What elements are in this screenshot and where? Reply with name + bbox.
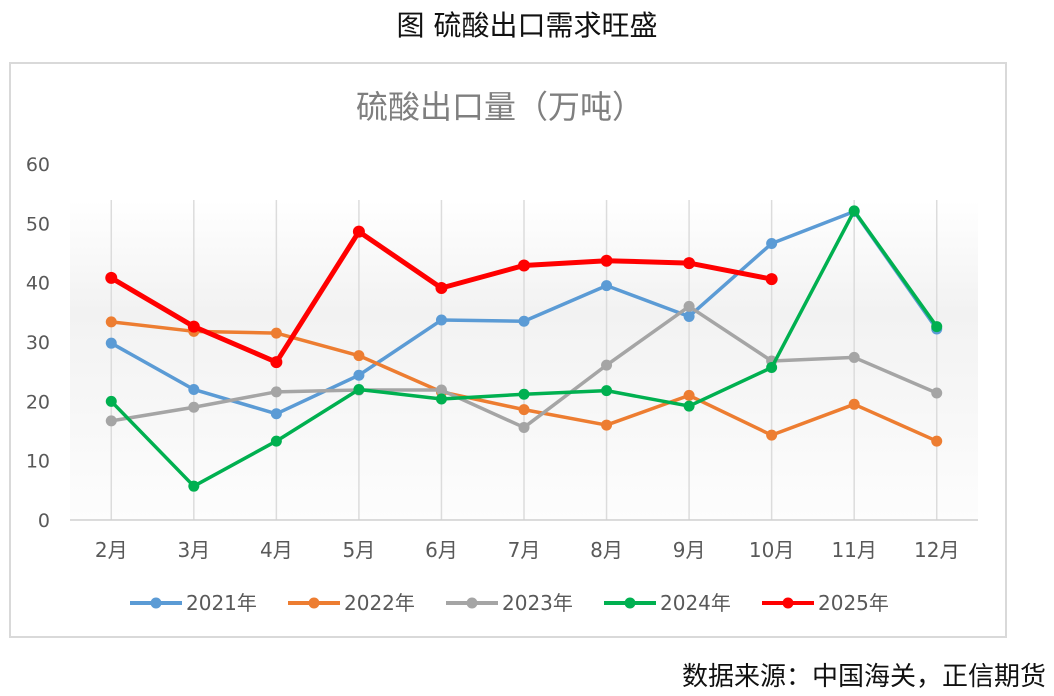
data-point [188,401,200,413]
legend-swatch-marker [466,597,478,609]
data-point [435,384,447,396]
data-point [765,273,778,286]
data-point [683,310,695,322]
data-point [518,259,530,272]
data-point [188,480,200,492]
legend-label: 2023年 [502,591,573,615]
y-tick-label: 10 [26,451,50,473]
data-point [353,350,365,362]
x-tick-label: 5月 [343,538,376,562]
x-tick-label: 3月 [177,538,210,562]
legend-swatch-marker [150,597,162,609]
legend-item: 2021年 [130,591,257,615]
legend-label: 2025年 [818,591,889,615]
data-point [435,314,447,326]
data-point [270,408,282,420]
legend-swatch-marker [782,597,794,609]
y-tick-label: 0 [38,510,50,532]
series-2025年 [105,225,778,369]
data-point [683,257,696,270]
data-point [601,385,613,397]
y-tick-label: 20 [26,391,50,413]
data-point [353,369,365,381]
legend-label: 2022年 [344,591,415,615]
data-point [353,383,365,395]
data-point [105,316,117,328]
series-2024年 [105,205,943,492]
data-point [270,356,283,369]
data-point [848,205,860,217]
data-point [435,282,448,295]
data-point [601,419,613,431]
data-source: 数据来源：中国海关，正信期货 [681,662,1046,692]
legend-item: 2024年 [604,591,731,615]
data-point [518,388,530,400]
legend-swatch-marker [624,597,636,609]
data-point [518,315,530,327]
data-point [766,429,778,441]
data-point [435,393,447,405]
data-point [766,238,778,250]
data-point [931,435,943,447]
data-point [518,421,530,433]
data-point [601,359,613,371]
data-point [270,386,282,398]
figure-title: 图 硫酸出口需求旺盛 [396,9,658,42]
y-tick-label: 50 [26,213,50,235]
x-tick-label: 6月 [425,538,458,562]
x-tick-label: 10月 [749,538,794,562]
legend-item: 2022年 [288,591,415,615]
x-tick-label: 9月 [673,538,706,562]
data-point [270,327,282,339]
data-point [105,271,118,284]
legend-item: 2023年 [446,591,573,615]
data-point [270,435,282,447]
legend-swatch-marker [308,597,320,609]
data-point [683,400,695,412]
x-tick-label: 11月 [831,538,876,562]
data-point [766,362,778,374]
data-point [105,415,117,427]
data-point [188,383,200,395]
y-tick-label: 30 [26,332,50,354]
y-tick-label: 40 [26,273,50,295]
x-tick-label: 8月 [590,538,623,562]
x-tick-label: 4月 [260,538,293,562]
data-point [105,337,117,349]
data-point [848,398,860,410]
legend-item: 2025年 [762,591,889,615]
data-point [105,395,117,407]
data-point [600,254,613,267]
y-tick-label: 60 [26,154,50,176]
data-point [848,351,860,363]
x-tick-label: 7月 [508,538,541,562]
x-tick-label: 2月 [95,538,128,562]
x-tick-label: 12月 [914,538,959,562]
data-point [931,321,943,333]
legend-label: 2024年 [660,591,731,615]
data-point [683,389,695,401]
legend-label: 2021年 [186,591,257,615]
data-point [601,280,613,292]
chart-title: 硫酸出口量（万吨） [356,88,644,126]
data-point [352,225,365,238]
data-point [683,300,695,312]
data-point [931,387,943,399]
data-point [187,320,200,333]
data-point [518,404,530,416]
